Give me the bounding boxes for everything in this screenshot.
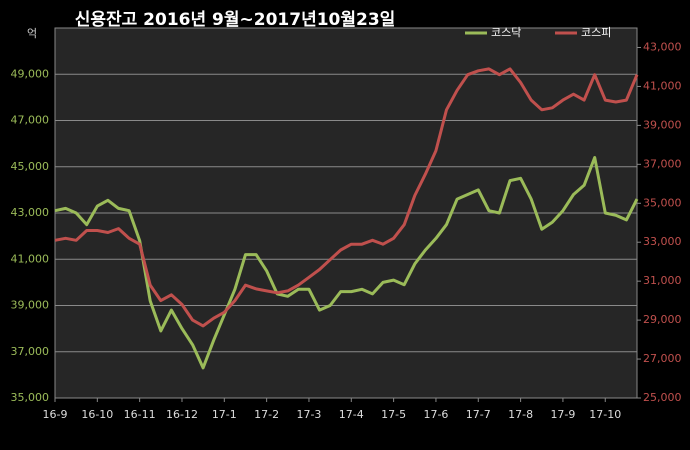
x-tick-label: 16-12: [166, 408, 198, 421]
x-tick-label: 16-9: [43, 408, 68, 421]
y2-tick-label: 43,000: [643, 40, 682, 53]
y2-tick-label: 33,000: [643, 235, 682, 248]
legend-label: 코스피: [581, 26, 611, 39]
y2-tick-label: 25,000: [643, 391, 682, 404]
x-tick-label: 17-1: [212, 408, 237, 421]
series-line: [54, 67, 639, 328]
legend-label: 코스닥: [491, 26, 521, 39]
x-tick-label: 16-10: [81, 408, 113, 421]
y2-tick-label: 41,000: [643, 79, 682, 92]
x-tick-label: 17-3: [296, 408, 321, 421]
chart-title: 신용잔고 2016년 9월~2017년10월23일: [75, 10, 396, 30]
x-tick-label: 16-11: [124, 408, 156, 421]
y2-tick-label: 35,000: [643, 196, 682, 209]
y-tick-label: 49,000: [11, 67, 50, 80]
x-tick-label: 17-7: [466, 408, 491, 421]
y-tick-label: 35,000: [11, 391, 50, 404]
y-tick-label: 37,000: [11, 345, 50, 358]
y2-tick-label: 37,000: [643, 157, 682, 170]
x-tick-label: 17-4: [339, 408, 364, 421]
y2-tick-label: 29,000: [643, 313, 682, 326]
x-tick-label: 17-9: [550, 408, 575, 421]
y-tick-label: 43,000: [11, 206, 50, 219]
y2-tick-label: 27,000: [643, 352, 682, 365]
y-tick-label: 39,000: [11, 299, 50, 312]
x-tick-label: 17-10: [589, 408, 621, 421]
series-line: [54, 156, 639, 370]
y-unit: 억: [27, 27, 37, 40]
x-tick-label: 17-8: [508, 408, 533, 421]
y2-tick-label: 39,000: [643, 118, 682, 131]
x-tick-label: 17-6: [423, 408, 448, 421]
x-tick-label: 17-2: [254, 408, 279, 421]
y-tick-label: 41,000: [11, 252, 50, 265]
y-tick-label: 45,000: [11, 160, 50, 173]
y2-tick-label: 31,000: [643, 274, 682, 287]
x-tick-label: 17-5: [381, 408, 406, 421]
y-tick-label: 47,000: [11, 114, 50, 127]
